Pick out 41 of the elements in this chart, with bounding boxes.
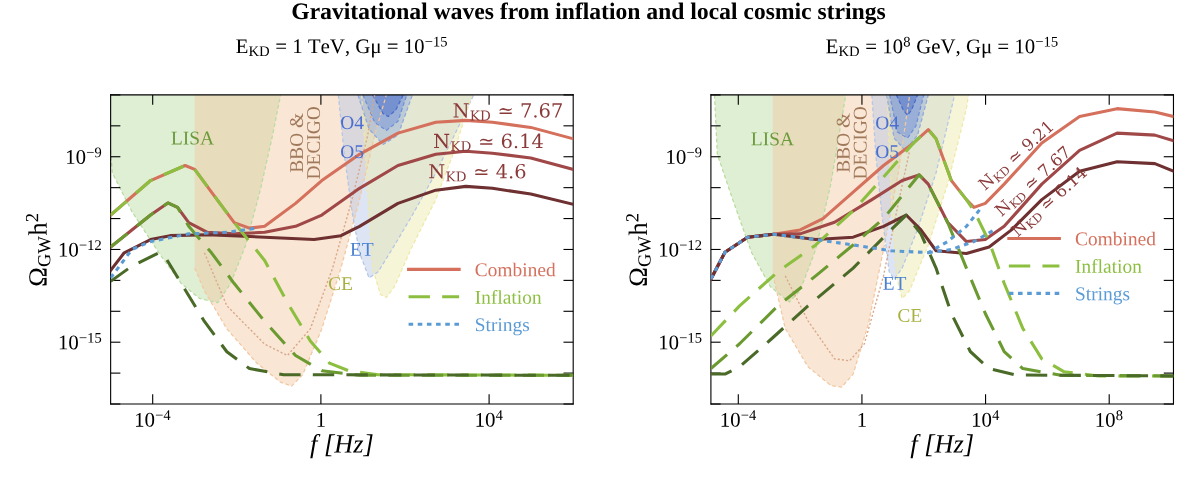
x-tick-label: 10$^{−4}$ xyxy=(135,410,171,427)
annotation: O4 xyxy=(876,116,899,130)
y-axis-title: Ω$_{GW}$h$^{2}$ xyxy=(626,213,651,286)
legend-label: Strings xyxy=(475,318,530,336)
chart-subtitle: E$_{KD}$ = 10$^{8}$ GeV, Gμ = 10$^{−15}$ xyxy=(826,36,1058,58)
legend-label: Combined xyxy=(1075,231,1156,246)
y-tick-label: 10$^{−15}$ xyxy=(59,332,102,350)
x-tick-label: 1 xyxy=(317,413,325,427)
annotation: BBO & DECIGO xyxy=(290,106,321,179)
x-tick-label: 10$^{4}$ xyxy=(476,410,503,427)
annotation: N$_{KD}$ ≃ 7.67 xyxy=(453,103,562,121)
y-tick-label: 10$^{−9}$ xyxy=(667,147,702,165)
annotation: N$_{KD}$ ≃ 4.6 xyxy=(429,163,526,182)
legend-label: Strings xyxy=(1076,287,1130,305)
x-tick-label: 10$^{8}$ xyxy=(1096,410,1123,427)
annotation: LISA xyxy=(751,132,794,146)
legend-label: Inflation xyxy=(1075,259,1142,273)
legend-label: Combined xyxy=(475,262,556,277)
legend-label: Inflation xyxy=(475,289,542,304)
chart-subtitle: E$_{KD}$ = 1 TeV, Gμ = 10$^{−15}$ xyxy=(236,36,447,58)
annotation: BBO & DECIGO xyxy=(836,106,867,179)
annotation: O4 xyxy=(341,116,364,130)
x-tick-label: 10$^{4}$ xyxy=(972,410,1000,427)
annotation: CE xyxy=(898,308,922,323)
x-axis-title: f [Hz] xyxy=(310,434,373,459)
x-tick-label: 1 xyxy=(858,413,866,427)
y-axis-title: Ω$_{GW}$h$^{2}$ xyxy=(25,213,51,286)
chart-title: Gravitational waves from inflation and local cosmic strings xyxy=(292,2,886,25)
x-axis-title: f [Hz] xyxy=(910,434,973,459)
annotation: N$_{KD}$ ≃ 6.14 xyxy=(434,133,543,152)
annotation: LISA xyxy=(171,131,214,145)
annotation: O5 xyxy=(876,145,899,159)
annotation: ET xyxy=(350,242,374,256)
annotation: CE xyxy=(328,277,352,291)
y-tick-label: 10$^{−15}$ xyxy=(660,332,702,350)
annotation: O5 xyxy=(341,145,364,159)
x-tick-label: 10$^{−4}$ xyxy=(721,410,757,427)
y-tick-label: 10$^{−9}$ xyxy=(67,147,102,165)
y-tick-label: 10$^{−12}$ xyxy=(59,240,101,257)
annotation: ET xyxy=(883,276,907,290)
y-tick-label: 10$^{−12}$ xyxy=(660,240,702,257)
